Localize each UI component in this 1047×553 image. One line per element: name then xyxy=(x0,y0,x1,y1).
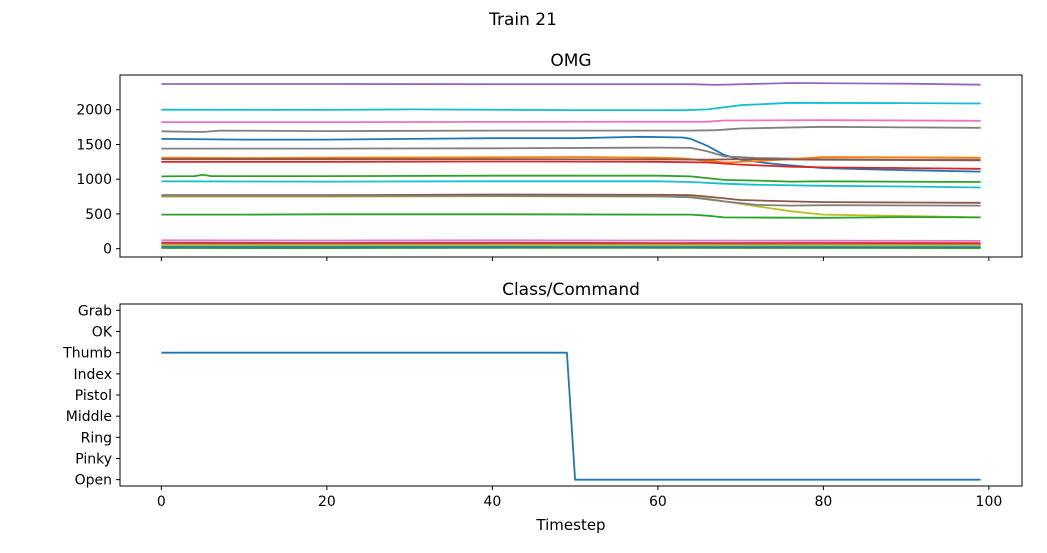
y-tick-label: Ring xyxy=(81,430,112,446)
series-line-1 xyxy=(161,82,981,86)
omg-axes: OMG 0 500 1000 1500 2000 xyxy=(76,51,1023,261)
y-tick-label: 2000 xyxy=(76,103,112,119)
x-tick-label: 100 xyxy=(976,494,1003,510)
y-tick-label: 1000 xyxy=(76,172,112,188)
series-line-3 xyxy=(161,119,981,124)
y-tick-label: Grab xyxy=(78,303,112,319)
omg-ticks: 0 500 1000 1500 2000 xyxy=(76,103,990,261)
x-tick-label: 60 xyxy=(649,494,667,510)
x-axis-label: Timestep xyxy=(535,516,605,534)
x-tick-label: 20 xyxy=(318,494,336,510)
omg-series-group xyxy=(161,82,981,249)
series-line-10 xyxy=(161,173,981,183)
y-tick-label: Open xyxy=(75,473,112,489)
y-tick-label: 500 xyxy=(85,207,112,223)
class-command-title: Class/Command xyxy=(502,280,640,300)
y-tick-label: 1500 xyxy=(76,137,112,153)
series-line-8 xyxy=(161,158,981,162)
series-line-4 xyxy=(161,125,981,133)
x-tick-label: 0 xyxy=(157,494,166,510)
y-tick-label: Pinky xyxy=(75,451,112,467)
x-tick-label: 40 xyxy=(483,494,501,510)
omg-title: OMG xyxy=(550,51,591,71)
series-line-1 xyxy=(161,351,981,481)
y-tick-label: Middle xyxy=(66,409,112,425)
y-tick-label: Thumb xyxy=(62,346,112,362)
class-command-series-group xyxy=(161,351,981,481)
figure-title: Train 21 xyxy=(488,10,557,30)
omg-frame xyxy=(119,74,1023,258)
series-line-12 xyxy=(161,193,981,204)
y-tick-label: Index xyxy=(73,367,112,383)
class-command-frame xyxy=(119,303,1023,487)
class-command-ticks: 0 20 40 60 80 100 Open Pinky Ring Middle Pistol Ind… xyxy=(62,303,1002,510)
class-command-axes: Class/Command 0 20 40 60 80 100 Open Pinky Ring M… xyxy=(62,280,1023,534)
series-line-9 xyxy=(161,160,981,170)
series-line-15 xyxy=(161,213,981,219)
y-tick-label: 0 xyxy=(103,242,112,258)
series-line-2 xyxy=(161,101,981,112)
y-tick-label: Pistol xyxy=(75,388,112,404)
series-line-16 xyxy=(161,239,981,242)
series-line-14 xyxy=(161,195,981,207)
series-line-5 xyxy=(161,135,981,173)
y-tick-label: OK xyxy=(92,325,113,341)
x-tick-label: 80 xyxy=(814,494,832,510)
series-line-11 xyxy=(161,180,981,189)
